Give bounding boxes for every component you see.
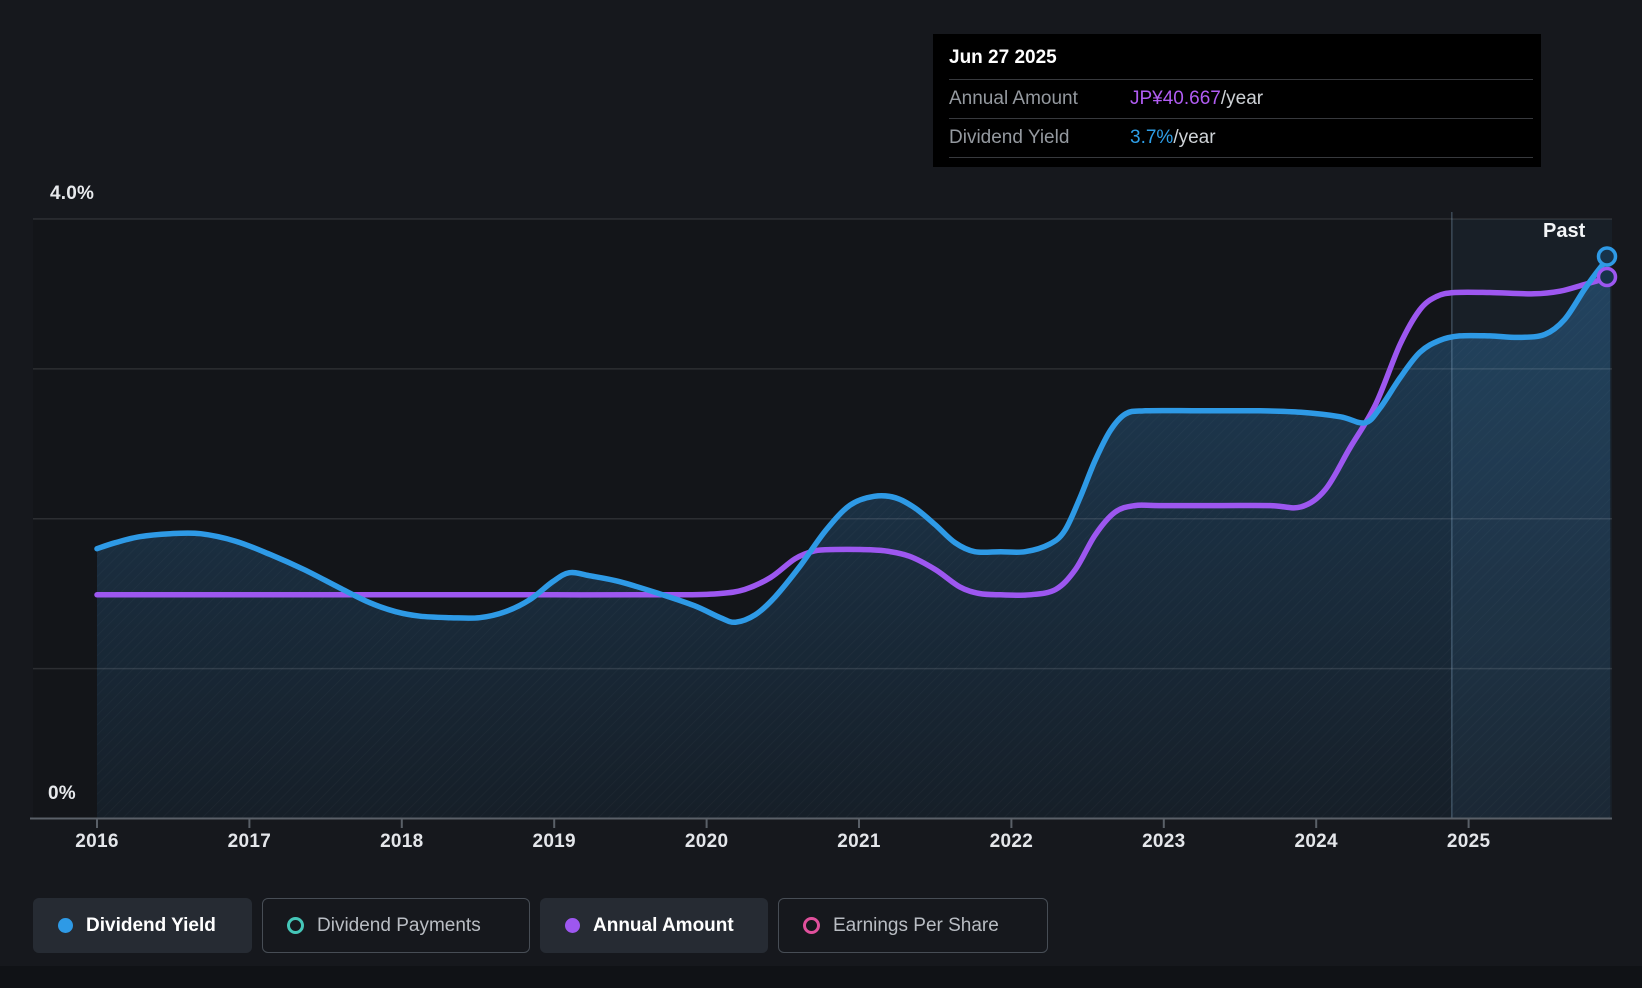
dividend-yield-line xyxy=(94,253,1614,626)
tooltip-row-value: 3.7% xyxy=(1130,127,1174,148)
tooltip-row-suffix: /year xyxy=(1220,88,1264,109)
annual-amount-line xyxy=(94,274,1614,598)
legend-toggle-dividend-yield[interactable]: Dividend Yield xyxy=(33,898,252,953)
x-axis-ticks xyxy=(96,818,1470,828)
dividend-yield-end-marker xyxy=(1596,246,1618,267)
x-axis-label: 2017 xyxy=(227,831,272,852)
tooltip-row-suffix: /year xyxy=(1173,127,1216,148)
yield-area-hatch xyxy=(97,256,1611,819)
x-axis-label: 2022 xyxy=(989,831,1034,852)
x-axis-label: 2025 xyxy=(1446,831,1491,852)
tooltip-row: Annual Amount JP¥40.667/year xyxy=(949,79,1533,118)
legend-label: Dividend Payments xyxy=(317,914,481,936)
legend-label: Annual Amount xyxy=(593,914,734,936)
x-axis-label: 2023 xyxy=(1142,831,1186,852)
tooltip-row-label: Annual Amount xyxy=(949,88,1078,109)
legend-label: Earnings Per Share xyxy=(833,914,999,936)
chart-legend: Dividend Yield Dividend Payments Annual Am… xyxy=(33,898,1048,953)
earnings-per-share-dot-icon xyxy=(803,917,820,934)
legend-toggle-earnings-per-share[interactable]: Earnings Per Share xyxy=(778,898,1048,953)
gridlines xyxy=(33,218,1612,670)
x-axis-label: 2016 xyxy=(75,831,119,852)
x-axis-label: 2019 xyxy=(532,831,576,852)
dividend-payments-dot-icon xyxy=(287,917,304,934)
tooltip-row-value: JP¥40.667 xyxy=(1130,88,1221,109)
tooltip-date: Jun 27 2025 xyxy=(949,47,1057,68)
legend-label: Dividend Yield xyxy=(86,914,216,936)
x-axis-label: 2020 xyxy=(684,831,729,852)
footer-strip xyxy=(0,966,1642,988)
dividend-yield-dot-icon xyxy=(58,918,73,933)
annual-amount-dot-icon xyxy=(565,918,580,933)
y-axis-label-zero: 0% xyxy=(48,783,76,804)
x-axis-label: 2021 xyxy=(837,831,881,852)
x-axis-label: 2018 xyxy=(380,831,424,852)
tooltip-row: Dividend Yield 3.7%/year xyxy=(949,118,1533,157)
annual-amount-end-marker xyxy=(1596,266,1618,288)
chart-tooltip: Jun 27 2025 Annual Amount JP¥40.667/year D… xyxy=(933,34,1541,167)
past-highlight-region xyxy=(1451,219,1612,819)
legend-toggle-annual-amount[interactable]: Annual Amount xyxy=(540,898,768,953)
y-axis-label-max: 4.0% xyxy=(50,183,95,204)
tooltip-row-label: Dividend Yield xyxy=(949,127,1070,148)
x-axis-label: 2024 xyxy=(1294,831,1338,852)
past-label: Past xyxy=(1543,220,1586,242)
legend-toggle-dividend-payments[interactable]: Dividend Payments xyxy=(262,898,530,953)
